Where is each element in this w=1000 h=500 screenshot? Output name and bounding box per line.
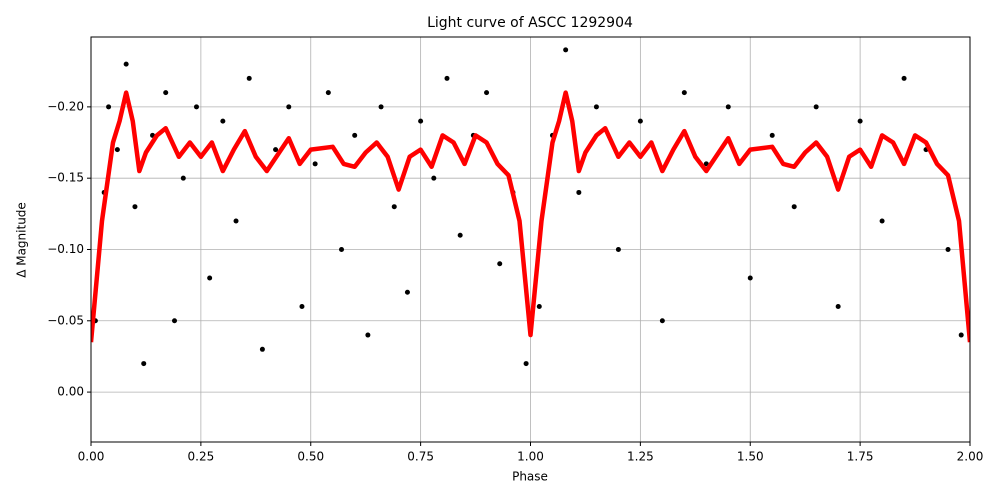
data-point	[769, 132, 775, 138]
data-point	[325, 90, 331, 96]
data-point	[576, 189, 582, 195]
x-tick-label: 0.50	[297, 450, 324, 464]
data-point	[132, 204, 138, 210]
data-point	[563, 47, 569, 53]
data-point	[637, 118, 643, 124]
y-tick-label: −0.15	[47, 171, 84, 185]
x-tick-label: 1.00	[517, 450, 544, 464]
data-point	[163, 90, 169, 96]
data-point	[180, 175, 186, 181]
plot-frame	[90, 36, 971, 443]
x-tick-label: 2.00	[957, 450, 984, 464]
data-point	[352, 132, 358, 138]
data-point	[791, 204, 797, 210]
data-point	[813, 104, 819, 110]
data-point	[286, 104, 292, 110]
data-point	[857, 118, 863, 124]
data-point	[273, 147, 279, 153]
model-curve	[91, 90, 970, 343]
data-point	[418, 118, 424, 124]
data-point	[404, 289, 410, 295]
x-tick-label: 0.75	[407, 450, 434, 464]
data-point	[444, 75, 450, 81]
data-point	[457, 232, 463, 238]
data-point	[391, 204, 397, 210]
data-point	[615, 246, 621, 252]
data-point	[659, 318, 665, 324]
data-point	[681, 90, 687, 96]
data-point	[259, 346, 265, 352]
data-point	[233, 218, 239, 224]
y-tick-label: −0.20	[47, 99, 84, 113]
x-tick-label: 1.25	[627, 450, 654, 464]
data-point	[123, 61, 129, 67]
data-point	[431, 175, 437, 181]
data-point	[945, 246, 951, 252]
x-tick-label: 1.50	[737, 450, 764, 464]
data-point	[484, 90, 490, 96]
data-point	[378, 104, 384, 110]
data-point	[339, 246, 345, 252]
data-point	[725, 104, 731, 110]
data-point	[901, 75, 907, 81]
data-point	[246, 75, 252, 81]
data-point	[747, 275, 753, 281]
data-point	[523, 361, 529, 367]
data-point	[114, 147, 120, 153]
chart-title: Light curve of ASCC 1292904	[427, 15, 633, 31]
y-tick-label: −0.05	[47, 313, 84, 327]
y-tick-label: 0.00	[57, 385, 84, 399]
data-point	[835, 304, 841, 310]
data-point	[106, 104, 112, 110]
data-point	[220, 118, 226, 124]
data-point	[958, 332, 964, 338]
data-point	[536, 304, 542, 310]
data-point	[141, 361, 147, 367]
x-tick-label: 0.25	[188, 450, 215, 464]
data-point	[193, 104, 199, 110]
x-tick-label: 0.00	[78, 450, 105, 464]
data-point	[497, 261, 503, 267]
data-point	[299, 304, 305, 310]
y-axis-label: Δ Magnitude	[15, 202, 29, 278]
x-tick-label: 1.75	[847, 450, 874, 464]
data-point	[365, 332, 371, 338]
data-point	[879, 218, 885, 224]
data-point	[593, 104, 599, 110]
data-point	[312, 161, 318, 167]
data-point	[207, 275, 213, 281]
x-axis-label: Phase	[512, 470, 548, 484]
y-tick-label: −0.10	[47, 242, 84, 256]
data-point	[172, 318, 178, 324]
